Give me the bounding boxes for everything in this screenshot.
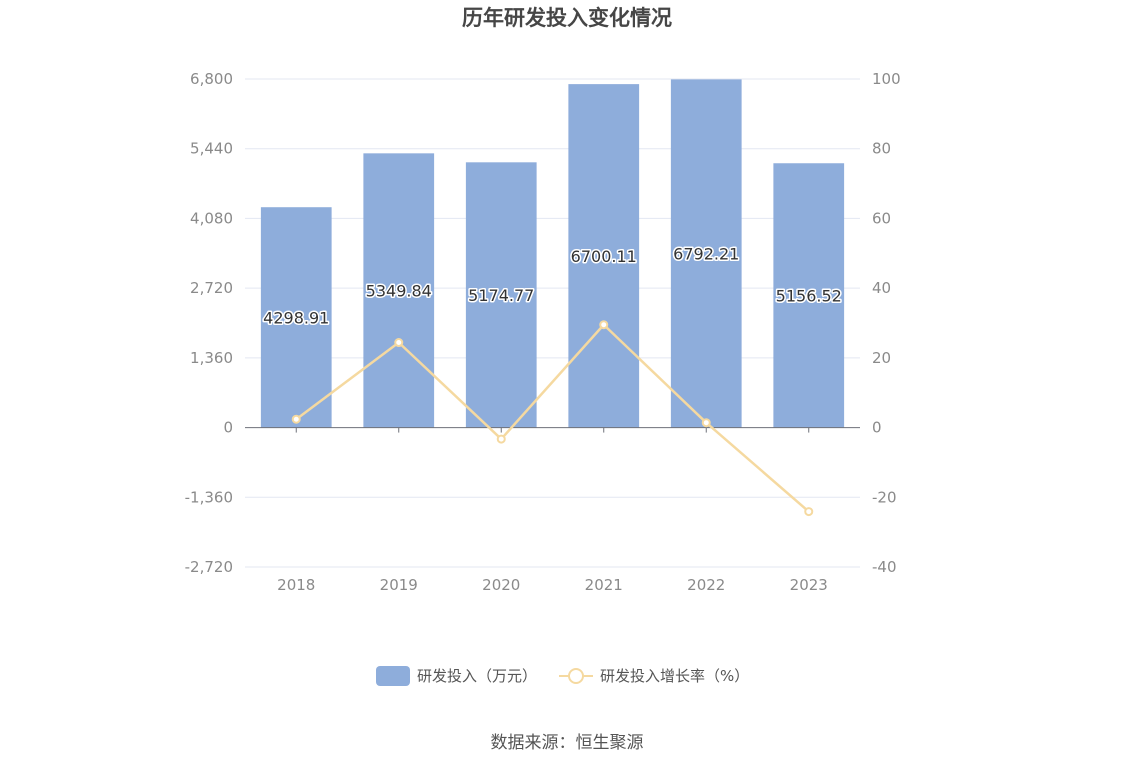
bar[interactable] [670,79,742,428]
line-point[interactable] [701,418,711,428]
left-y-axis: -2,720 -1,360 0 1,360 2,720 4,080 5,440 6,800 [185,70,233,576]
right-y-tick-label: -40 [872,558,897,576]
right-y-tick-label: 40 [872,279,891,297]
left-y-tick-label: -1,360 [185,488,233,506]
bar[interactable] [363,153,435,428]
chart-title: 历年研发投入变化情况 [462,6,672,30]
x-tick-label: 2018 [277,576,315,594]
legend-bar-swatch[interactable] [376,666,410,686]
line-point[interactable] [394,338,404,348]
legend-line-label[interactable]: 研发投入增长率（%） [600,667,749,685]
line-point[interactable] [291,414,301,424]
x-tick-label: 2020 [482,576,520,594]
left-y-tick-label: 4,080 [190,209,233,227]
x-tick-label: 2021 [585,576,623,594]
left-y-tick-label: 6,800 [190,70,233,88]
left-y-tick-label: 0 [223,419,233,437]
bar-value-label: 4298.91 [263,308,329,327]
bar-value-label: 5174.77 [468,286,534,305]
x-tick-label: 2022 [687,576,725,594]
line-point[interactable] [599,320,609,330]
bar-value-label: 5156.52 [776,286,842,305]
bar[interactable] [465,162,537,428]
right-y-tick-label: 0 [872,419,882,437]
gridlines [245,78,860,568]
right-y-tick-label: 20 [872,349,891,367]
line-point[interactable] [804,507,814,517]
left-y-tick-label: 1,360 [190,349,233,367]
bar[interactable] [260,207,332,428]
x-tick-label: 2023 [790,576,828,594]
right-y-tick-label: 80 [872,140,891,158]
right-y-tick-label: 100 [872,70,901,88]
bar-value-label: 5349.84 [366,281,432,300]
legend-line-swatch-marker[interactable] [568,668,584,684]
left-y-tick-label: 5,440 [190,140,233,158]
data-source: 数据来源：恒生聚源 [491,733,644,753]
left-y-tick-label: -2,720 [185,558,233,576]
bar[interactable] [568,84,640,428]
bar-value-labels: 4298.91 5349.84 5174.77 6700.11 6792.21 5156.… [262,243,844,329]
bar-value-label: 6700.11 [571,247,637,266]
line-point[interactable] [496,434,506,444]
bar-value-label: 6792.21 [673,244,739,263]
x-tick-label: 2019 [380,576,418,594]
legend-bar-label[interactable]: 研发投入（万元） [417,667,537,685]
bar[interactable] [773,163,845,428]
growth-line [295,323,810,513]
left-y-tick-label: 2,720 [190,279,233,297]
right-y-tick-label: 60 [872,209,891,227]
x-axis: 2018 2019 2020 2021 2022 2023 [245,427,860,594]
bar-series [260,79,845,428]
legend: 研发投入（万元） 研发投入增长率（%） [376,666,749,686]
right-y-axis: -40 -20 0 20 40 60 80 100 [872,70,901,576]
right-y-tick-label: -20 [872,488,897,506]
line-series [291,320,814,517]
